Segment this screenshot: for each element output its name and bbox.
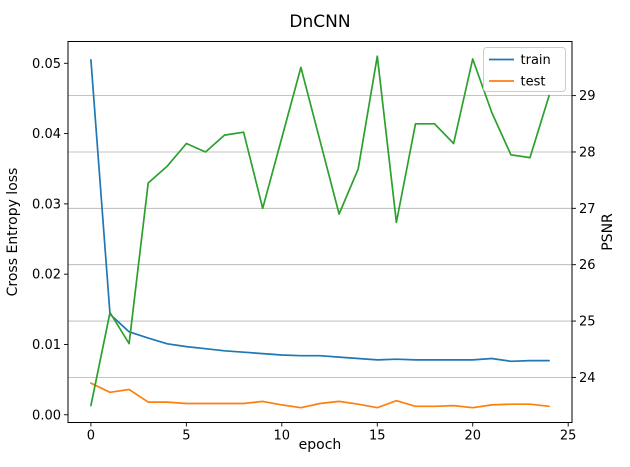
psnr-line [90,55,550,407]
right-y-axis-label: PSNR [600,213,616,251]
right-y-tick-label: 28 [579,145,596,160]
right-y-tick-label: 29 [579,89,596,104]
x-tick-label: 0 [87,429,95,444]
right-y-tick-label: 27 [579,202,596,217]
legend: train test [483,47,566,92]
axis-ticks: 0 5 10 15 20 25 0.00 0.01 0.02 0.03 0.04 0.05 24 25 26… [32,57,596,444]
x-tick-label: 15 [369,429,386,444]
x-axis-label: epoch [299,437,342,453]
left-y-axis-label: Cross Entropy loss [5,168,21,297]
legend-test-label: test [521,75,546,90]
series-lines [90,55,550,409]
chart-title: DnCNN [289,12,350,32]
left-y-tick-label: 0.03 [32,197,61,212]
right-y-tick-label: 25 [579,315,596,330]
legend-train-label: train [521,53,551,68]
test-line [90,382,550,409]
x-tick-label: 25 [560,429,577,444]
left-y-tick-label: 0.00 [32,408,61,423]
plot-border [67,41,573,423]
x-tick-label: 10 [274,429,291,444]
gridlines [68,95,572,378]
left-y-tick-label: 0.05 [32,57,61,72]
left-y-tick-label: 0.01 [32,338,61,353]
left-y-tick-label: 0.02 [32,268,61,283]
right-y-tick-label: 24 [579,371,596,386]
x-tick-label: 5 [182,429,190,444]
train-line [90,58,550,363]
right-y-tick-label: 26 [579,258,596,273]
x-tick-label: 20 [464,429,481,444]
left-y-tick-label: 0.04 [32,127,61,142]
